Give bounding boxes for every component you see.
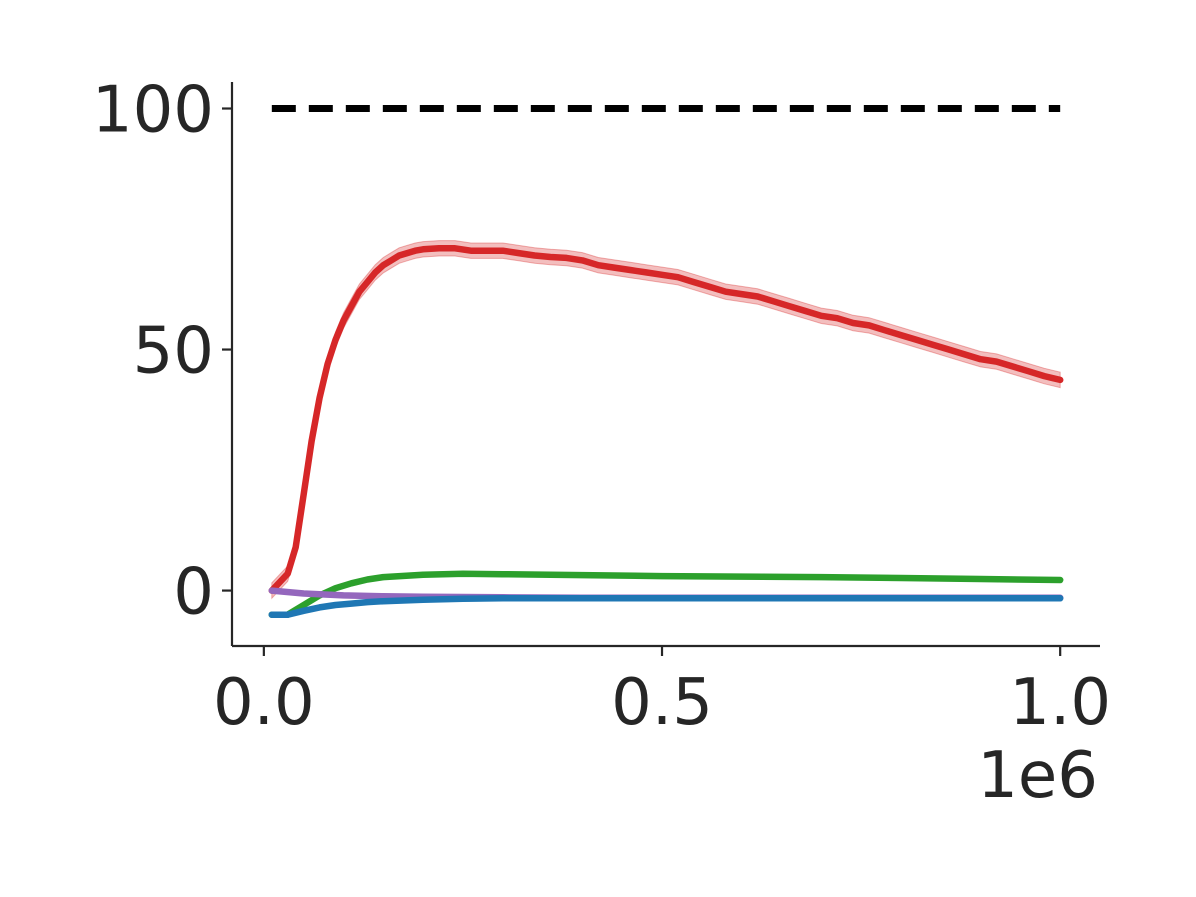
axes (230, 82, 1100, 648)
tick-marks: 0 50 100 0.0 0.5 1.0 (92, 74, 1111, 740)
series-0-line (268, 245, 1064, 594)
series-0-confidence-band (271, 240, 1061, 600)
y-tick-label: 50 (133, 315, 214, 389)
confidence-bands (271, 240, 1061, 618)
series-lines (268, 245, 1064, 618)
x-tick-label: 0.5 (611, 666, 713, 740)
series-3-line (268, 595, 1064, 618)
x-axis-offset-label: 1e6 (977, 739, 1098, 813)
x-tick-label: 1.0 (1009, 666, 1111, 740)
x-tick-label: 0.0 (213, 666, 315, 740)
y-tick-label: 0 (173, 556, 214, 630)
y-tick-label: 100 (92, 74, 214, 148)
